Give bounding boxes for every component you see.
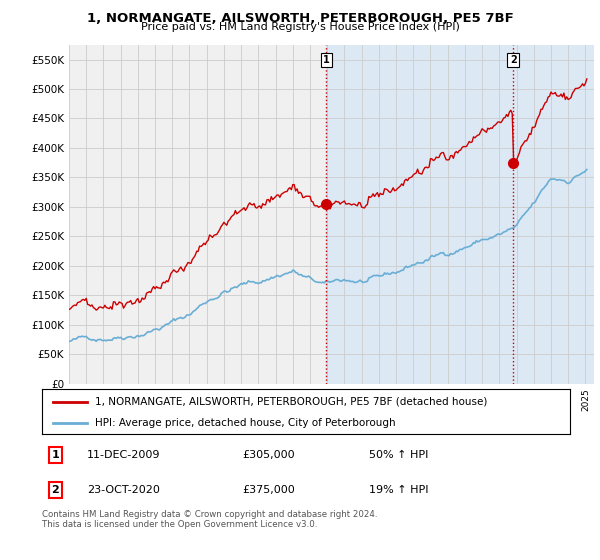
Bar <box>326 45 594 384</box>
Text: 1, NORMANGATE, AILSWORTH, PETERBOROUGH, PE5 7BF: 1, NORMANGATE, AILSWORTH, PETERBOROUGH, … <box>86 12 514 25</box>
Text: 1: 1 <box>52 450 59 460</box>
Text: 2: 2 <box>510 55 517 65</box>
Text: 2: 2 <box>52 485 59 495</box>
Text: 50% ↑ HPI: 50% ↑ HPI <box>370 450 429 460</box>
Text: HPI: Average price, detached house, City of Peterborough: HPI: Average price, detached house, City… <box>95 418 395 428</box>
Text: Price paid vs. HM Land Registry's House Price Index (HPI): Price paid vs. HM Land Registry's House … <box>140 22 460 32</box>
Text: 19% ↑ HPI: 19% ↑ HPI <box>370 485 429 495</box>
Text: Contains HM Land Registry data © Crown copyright and database right 2024.
This d: Contains HM Land Registry data © Crown c… <box>42 510 377 529</box>
Text: 1: 1 <box>323 55 330 65</box>
Text: £305,000: £305,000 <box>242 450 295 460</box>
Text: 1, NORMANGATE, AILSWORTH, PETERBOROUGH, PE5 7BF (detached house): 1, NORMANGATE, AILSWORTH, PETERBOROUGH, … <box>95 396 487 407</box>
Text: 11-DEC-2009: 11-DEC-2009 <box>87 450 160 460</box>
Text: 23-OCT-2020: 23-OCT-2020 <box>87 485 160 495</box>
Text: £375,000: £375,000 <box>242 485 295 495</box>
